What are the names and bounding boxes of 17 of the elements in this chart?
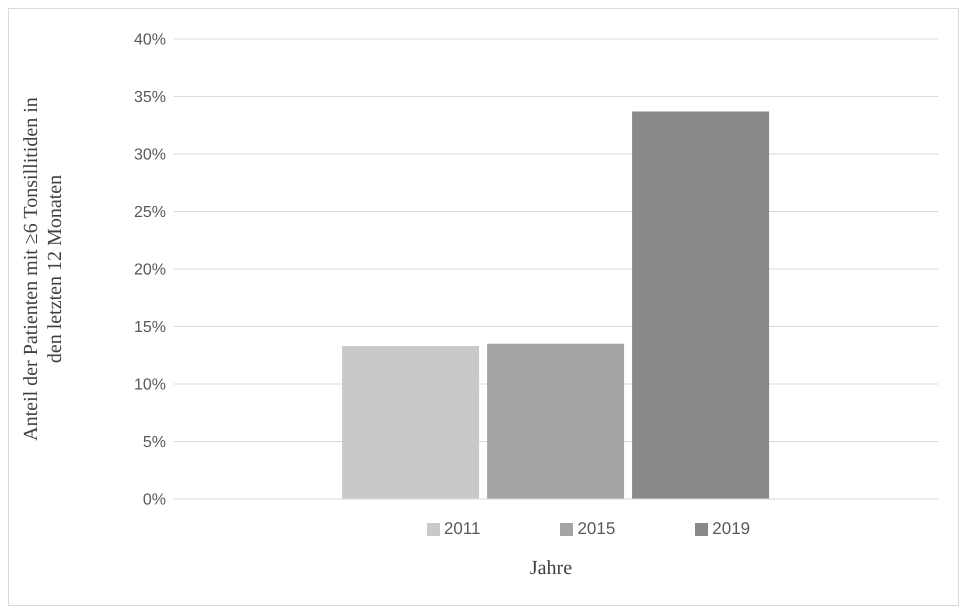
legend-label: 2019: [712, 519, 750, 538]
y-axis-title: Anteil der Patienten mit ≥6 Tonsillitiden in den letzten 12 Monaten: [20, 97, 66, 441]
legend-label: 2015: [577, 519, 616, 538]
y-tick-label: 10%: [134, 376, 166, 394]
y-tick-label: 5%: [142, 434, 166, 452]
y-tick-label: 35%: [134, 89, 166, 106]
y-tick-label: 25%: [134, 204, 166, 222]
legend-label: 2011: [444, 519, 480, 538]
y-tick-label: 15%: [134, 319, 166, 336]
x-axis-title: Jahre: [528, 557, 574, 580]
y-tick-label: 30%: [134, 146, 166, 164]
bar: [632, 111, 770, 499]
y-tick-label: 20%: [134, 262, 166, 279]
bar: [487, 344, 624, 499]
y-tick-label: 0%: [142, 492, 166, 509]
y-tick-label: 40%: [134, 32, 166, 49]
bar: [342, 346, 480, 499]
